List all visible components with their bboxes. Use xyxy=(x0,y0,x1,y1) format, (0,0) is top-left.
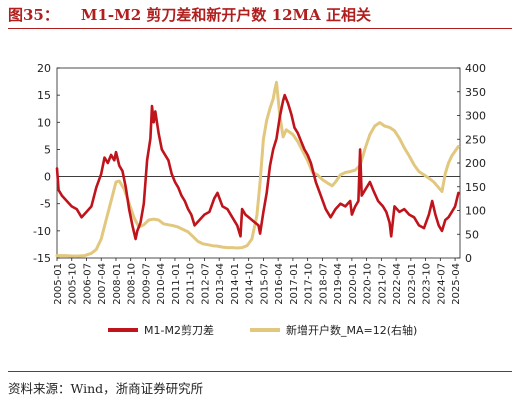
y-left-tick-label: 10 xyxy=(37,116,51,129)
y-left-tick-label: -10 xyxy=(33,225,51,238)
series-line-new-accounts xyxy=(55,80,460,258)
x-tick-label: 2017-01 xyxy=(289,263,300,305)
y-right-tick-label: 50 xyxy=(465,228,479,241)
x-tick-label: 2025-04 xyxy=(451,263,462,305)
title-divider xyxy=(8,28,512,29)
x-tick-label: 2017-10 xyxy=(304,263,315,305)
chart-series-layer xyxy=(55,80,460,258)
y-left-tick-label: 15 xyxy=(37,89,51,102)
y-right-tick-label: 0 xyxy=(465,252,472,265)
figure-title-text: M1-M2 剪刀差和新开户数 12MA 正相关 xyxy=(80,6,371,24)
x-tick-label: 2009-07 xyxy=(141,263,152,305)
figure-title: 图35： M1-M2 剪刀差和新开户数 12MA 正相关 xyxy=(8,4,512,28)
source-divider xyxy=(8,371,512,372)
x-tick-label: 2023-10 xyxy=(422,263,433,305)
y-right-tick-label: 200 xyxy=(465,157,486,170)
y-right-tick-label: 300 xyxy=(465,110,486,123)
y-left-tick-label: 5 xyxy=(44,143,51,156)
legend-item-new-accounts-label: 新增开户数_MA=12(右轴) xyxy=(286,323,417,337)
y-right-tick-label: 150 xyxy=(465,181,486,194)
x-tick-label: 2015-07 xyxy=(259,263,270,305)
x-tick-label: 2021-07 xyxy=(377,263,388,305)
x-tick-label: 2010-04 xyxy=(156,263,167,305)
y-left-tick-label: 0 xyxy=(44,171,51,184)
y-right-tick-label: 250 xyxy=(465,133,486,146)
y-left-tick-label: 20 xyxy=(37,62,51,75)
x-tick-label: 2008-10 xyxy=(127,263,138,305)
y-left-tick-label: -15 xyxy=(33,252,51,265)
x-tick-label: 2016-04 xyxy=(274,263,285,305)
figure-number: 图35： xyxy=(8,6,59,24)
legend-item-m1-m2-label: M1-M2剪刀差 xyxy=(144,323,214,337)
x-tick-label: 2024-07 xyxy=(436,263,447,305)
y-left-tick-label: -5 xyxy=(40,198,51,211)
series-line-m1-m2 xyxy=(55,93,460,241)
x-tick-label: 2019-04 xyxy=(333,263,344,305)
x-tick-label: 2007-04 xyxy=(97,263,108,305)
x-tick-label: 2005-01 xyxy=(53,263,64,305)
x-tick-label: 2012-07 xyxy=(200,263,211,305)
x-tick-label: 2011-01 xyxy=(171,263,182,305)
y-right-tick-label: 350 xyxy=(465,86,486,99)
chart-canvas: -15-10-505101520050100150200250300350400… xyxy=(33,62,486,337)
x-tick-label: 2020-10 xyxy=(363,263,374,305)
x-tick-label: 2018-07 xyxy=(318,263,329,305)
x-tick-label: 2005-10 xyxy=(68,263,79,305)
x-tick-label: 2008-01 xyxy=(112,263,123,305)
chart-legend: M1-M2剪刀差 新增开户数_MA=12(右轴) xyxy=(108,323,417,337)
x-tick-label: 2014-10 xyxy=(245,263,256,305)
x-tick-label: 2014-01 xyxy=(230,263,241,305)
x-tick-label: 2023-01 xyxy=(407,263,418,305)
x-tick-label: 2006-07 xyxy=(82,263,93,305)
x-tick-label: 2011-10 xyxy=(186,263,197,305)
y-right-tick-label: 400 xyxy=(465,62,486,75)
x-tick-label: 2022-04 xyxy=(392,263,403,305)
x-tick-label: 2020-01 xyxy=(348,263,359,305)
source-note: 资料来源：Wind，浙商证券研究所 xyxy=(8,381,204,396)
x-tick-label: 2013-04 xyxy=(215,263,226,305)
y-right-tick-label: 100 xyxy=(465,205,486,218)
